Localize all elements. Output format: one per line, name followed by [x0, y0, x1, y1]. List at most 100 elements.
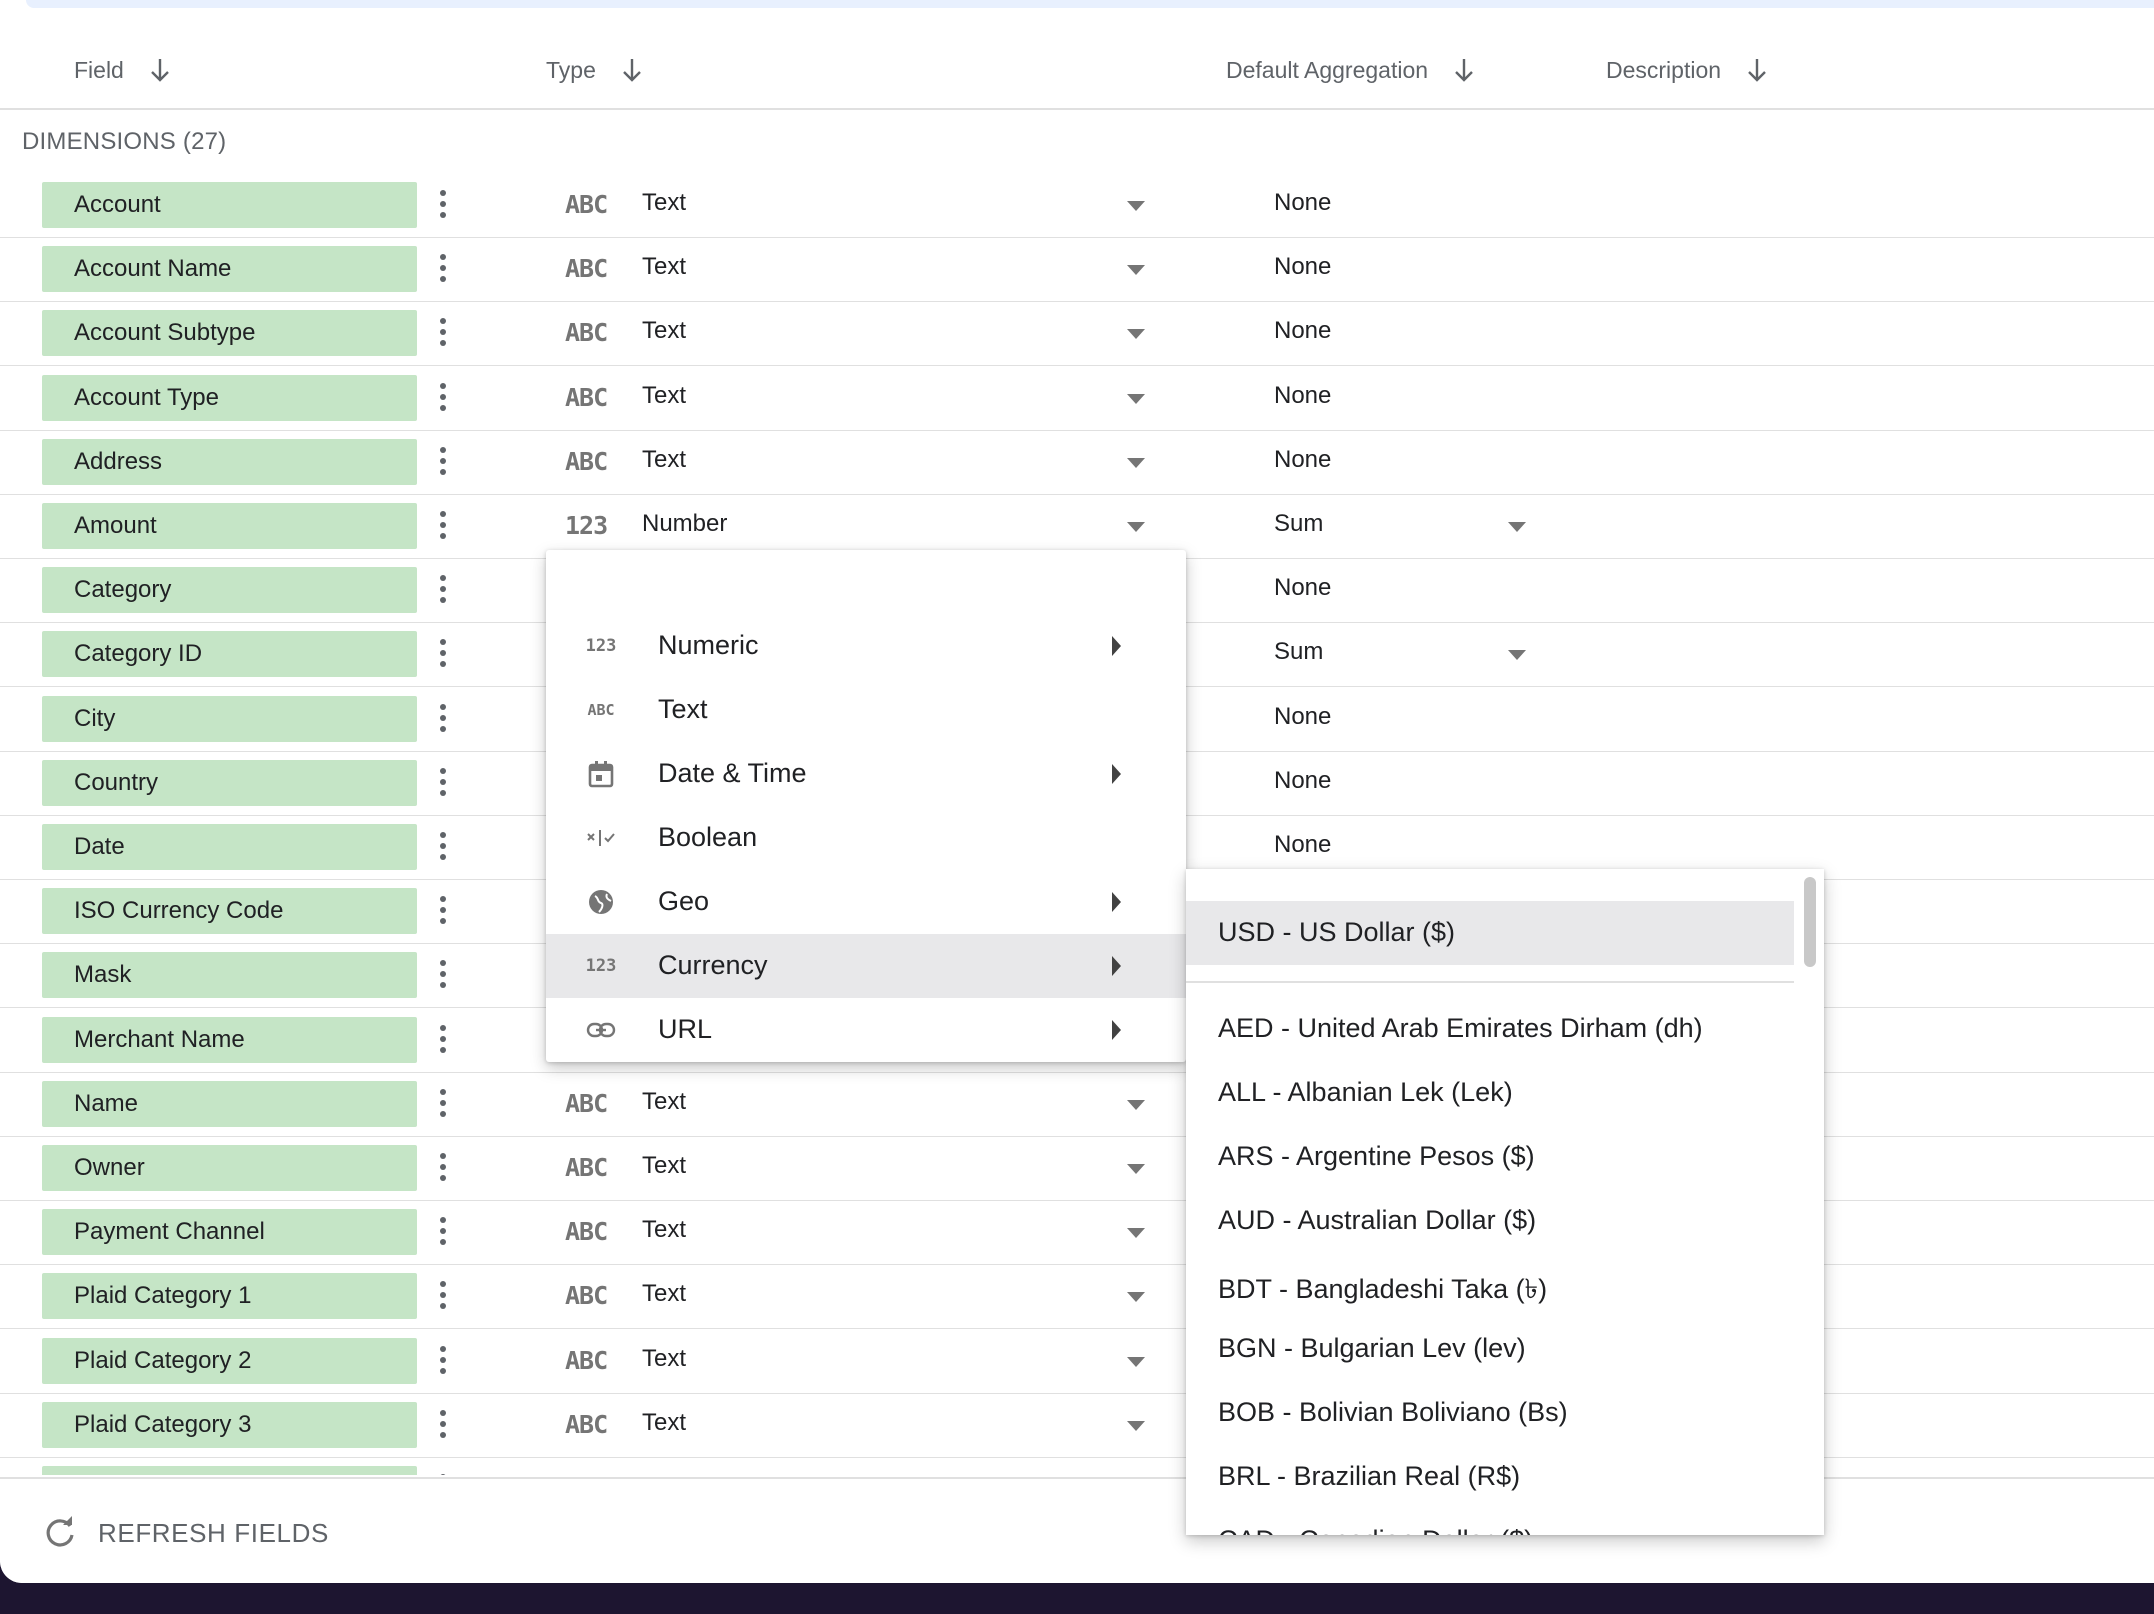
type-select[interactable]: Text [642, 1216, 687, 1244]
dropdown-arrow-icon[interactable] [1127, 1164, 1145, 1174]
currency-option[interactable]: ALL - Albanian Lek (Lek) [1186, 1061, 1794, 1125]
field-chip[interactable]: Account Name [42, 246, 417, 293]
type-select[interactable]: Text [642, 1280, 687, 1308]
more-vert-icon[interactable] [438, 508, 448, 544]
field-chip[interactable]: Category ID [42, 631, 417, 678]
type-select[interactable]: Text [642, 1087, 687, 1115]
menu-item-text[interactable]: ABC Text [546, 678, 1186, 742]
field-chip[interactable]: Mask [42, 952, 417, 999]
more-vert-icon[interactable] [438, 1022, 448, 1058]
type-select[interactable]: Text [642, 1152, 687, 1179]
refresh-fields-button[interactable]: REFRESH FIELDS [42, 1515, 329, 1551]
more-vert-icon[interactable] [438, 251, 448, 287]
currency-option[interactable]: BDT - Bangladeshi Taka (৳) [1186, 1253, 1794, 1317]
dropdown-arrow-icon[interactable] [1127, 1228, 1145, 1239]
field-chip[interactable]: Name [42, 1080, 417, 1127]
more-vert-icon[interactable] [438, 1214, 448, 1250]
more-vert-icon[interactable] [438, 829, 448, 865]
dropdown-arrow-icon[interactable] [1127, 522, 1145, 532]
scrollbar-thumb[interactable] [1804, 877, 1816, 967]
more-vert-icon[interactable] [438, 1278, 448, 1314]
menu-item-url[interactable]: URL [546, 998, 1186, 1062]
field-chip[interactable]: Owner [42, 1145, 417, 1191]
dropdown-arrow-icon[interactable] [1127, 457, 1145, 468]
dropdown-arrow-icon[interactable] [1127, 1356, 1145, 1367]
currency-option[interactable]: AUD - Australian Dollar ($) [1186, 1189, 1794, 1253]
more-vert-icon[interactable] [438, 893, 448, 929]
header-description[interactable]: Description [1606, 56, 1769, 84]
field-chip[interactable]: Category [42, 567, 417, 614]
dropdown-arrow-icon[interactable] [1508, 650, 1526, 661]
more-vert-icon[interactable] [438, 1086, 448, 1122]
dropdown-arrow-icon[interactable] [1127, 393, 1145, 404]
menu-item-geo[interactable]: Geo [546, 870, 1186, 934]
sort-arrow-icon[interactable] [620, 56, 644, 84]
more-vert-icon[interactable] [438, 187, 448, 223]
currency-option[interactable]: BRL - Brazilian Real (R$) [1186, 1445, 1794, 1509]
menu-item-date-time[interactable]: Date & Time [546, 742, 1186, 806]
field-chip[interactable]: ISO Currency Code [42, 888, 417, 935]
field-chip[interactable]: Plaid Category 1 [42, 1273, 417, 1320]
more-vert-icon[interactable] [438, 957, 448, 993]
text-type-icon: ABC [565, 1409, 608, 1439]
more-vert-icon[interactable] [438, 1150, 448, 1186]
header-type[interactable]: Type [546, 56, 644, 84]
field-chip[interactable]: Merchant Name [42, 1016, 417, 1063]
field-chip[interactable]: Postal Code [42, 1466, 417, 1475]
dropdown-arrow-icon[interactable] [1127, 329, 1145, 340]
field-chip[interactable]: Date [42, 824, 417, 870]
currency-option[interactable]: AED - United Arab Emirates Dirham (dh) [1186, 997, 1794, 1061]
more-vert-icon[interactable] [438, 380, 448, 416]
field-chip[interactable]: Amount [42, 503, 417, 549]
field-chip[interactable]: Address [42, 438, 417, 485]
type-select[interactable]: Text [642, 189, 687, 216]
field-chip[interactable]: City [42, 695, 417, 742]
currency-option[interactable]: ARS - Argentine Pesos ($) [1186, 1125, 1794, 1189]
field-chip[interactable]: Account [42, 182, 417, 228]
field-chip[interactable]: Account Type [42, 374, 417, 421]
currency-option[interactable]: BGN - Bulgarian Lev (lev) [1186, 1317, 1794, 1381]
type-select[interactable]: Number [642, 1473, 727, 1475]
type-select[interactable]: Text [642, 253, 687, 281]
type-select[interactable]: Text [642, 1408, 687, 1436]
more-vert-icon[interactable] [438, 572, 448, 608]
sort-arrow-icon[interactable] [148, 56, 172, 84]
dropdown-arrow-icon[interactable] [1127, 201, 1145, 211]
menu-item-currency[interactable]: 123 Currency [546, 934, 1186, 998]
currency-option[interactable]: BOB - Bolivian Boliviano (Bs) [1186, 1381, 1794, 1445]
type-select[interactable]: Text [642, 445, 687, 473]
currency-option-selected[interactable]: USD - US Dollar ($) [1186, 901, 1794, 965]
more-vert-icon[interactable] [438, 636, 448, 672]
type-select[interactable]: Text [642, 317, 687, 345]
type-select[interactable]: Text [642, 381, 687, 409]
dropdown-arrow-icon[interactable] [1127, 265, 1145, 276]
dropdown-arrow-icon[interactable] [1127, 1420, 1145, 1431]
sort-arrow-icon[interactable] [1745, 56, 1769, 84]
menu-item-boolean[interactable]: Boolean [546, 806, 1186, 870]
more-vert-icon[interactable] [438, 1407, 448, 1443]
header-field[interactable]: Field [74, 56, 172, 84]
aggregation-value[interactable]: Sum [1274, 638, 1324, 666]
header-default-aggregation[interactable]: Default Aggregation [1226, 56, 1476, 84]
more-vert-icon[interactable] [438, 444, 448, 480]
type-select[interactable]: Text [642, 1344, 687, 1372]
field-chip[interactable]: Country [42, 759, 417, 806]
field-chip[interactable]: Payment Channel [42, 1209, 417, 1256]
dropdown-arrow-icon[interactable] [1127, 1292, 1145, 1303]
type-select[interactable]: Number [642, 510, 728, 537]
more-vert-icon[interactable] [438, 315, 448, 351]
currency-option[interactable]: CAD - Canadian Dollar ($) [1186, 1509, 1794, 1535]
menu-item-numeric[interactable]: 123 Numeric [546, 614, 1186, 678]
more-vert-icon[interactable] [438, 1343, 448, 1379]
more-vert-icon[interactable] [438, 765, 448, 801]
more-vert-icon[interactable] [438, 1471, 448, 1475]
dropdown-arrow-icon[interactable] [1508, 522, 1526, 532]
sort-arrow-icon[interactable] [1452, 56, 1476, 84]
field-chip[interactable]: Plaid Category 3 [42, 1401, 417, 1448]
more-vert-icon[interactable] [438, 701, 448, 737]
field-chip[interactable]: Plaid Category 2 [42, 1337, 417, 1384]
text-type-icon: ABC [565, 254, 608, 284]
field-chip[interactable]: Account Subtype [42, 310, 417, 357]
aggregation-value[interactable]: Sum [1274, 510, 1324, 537]
dropdown-arrow-icon[interactable] [1127, 1099, 1145, 1110]
